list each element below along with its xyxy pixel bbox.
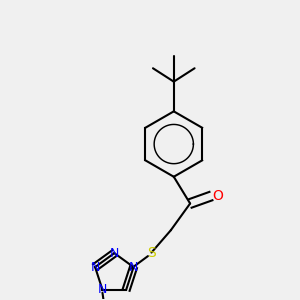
- Text: N: N: [90, 261, 100, 274]
- Text: N: N: [129, 261, 138, 274]
- Text: O: O: [212, 189, 223, 203]
- Text: S: S: [147, 245, 156, 260]
- Text: N: N: [110, 247, 119, 260]
- Text: N: N: [98, 283, 107, 296]
